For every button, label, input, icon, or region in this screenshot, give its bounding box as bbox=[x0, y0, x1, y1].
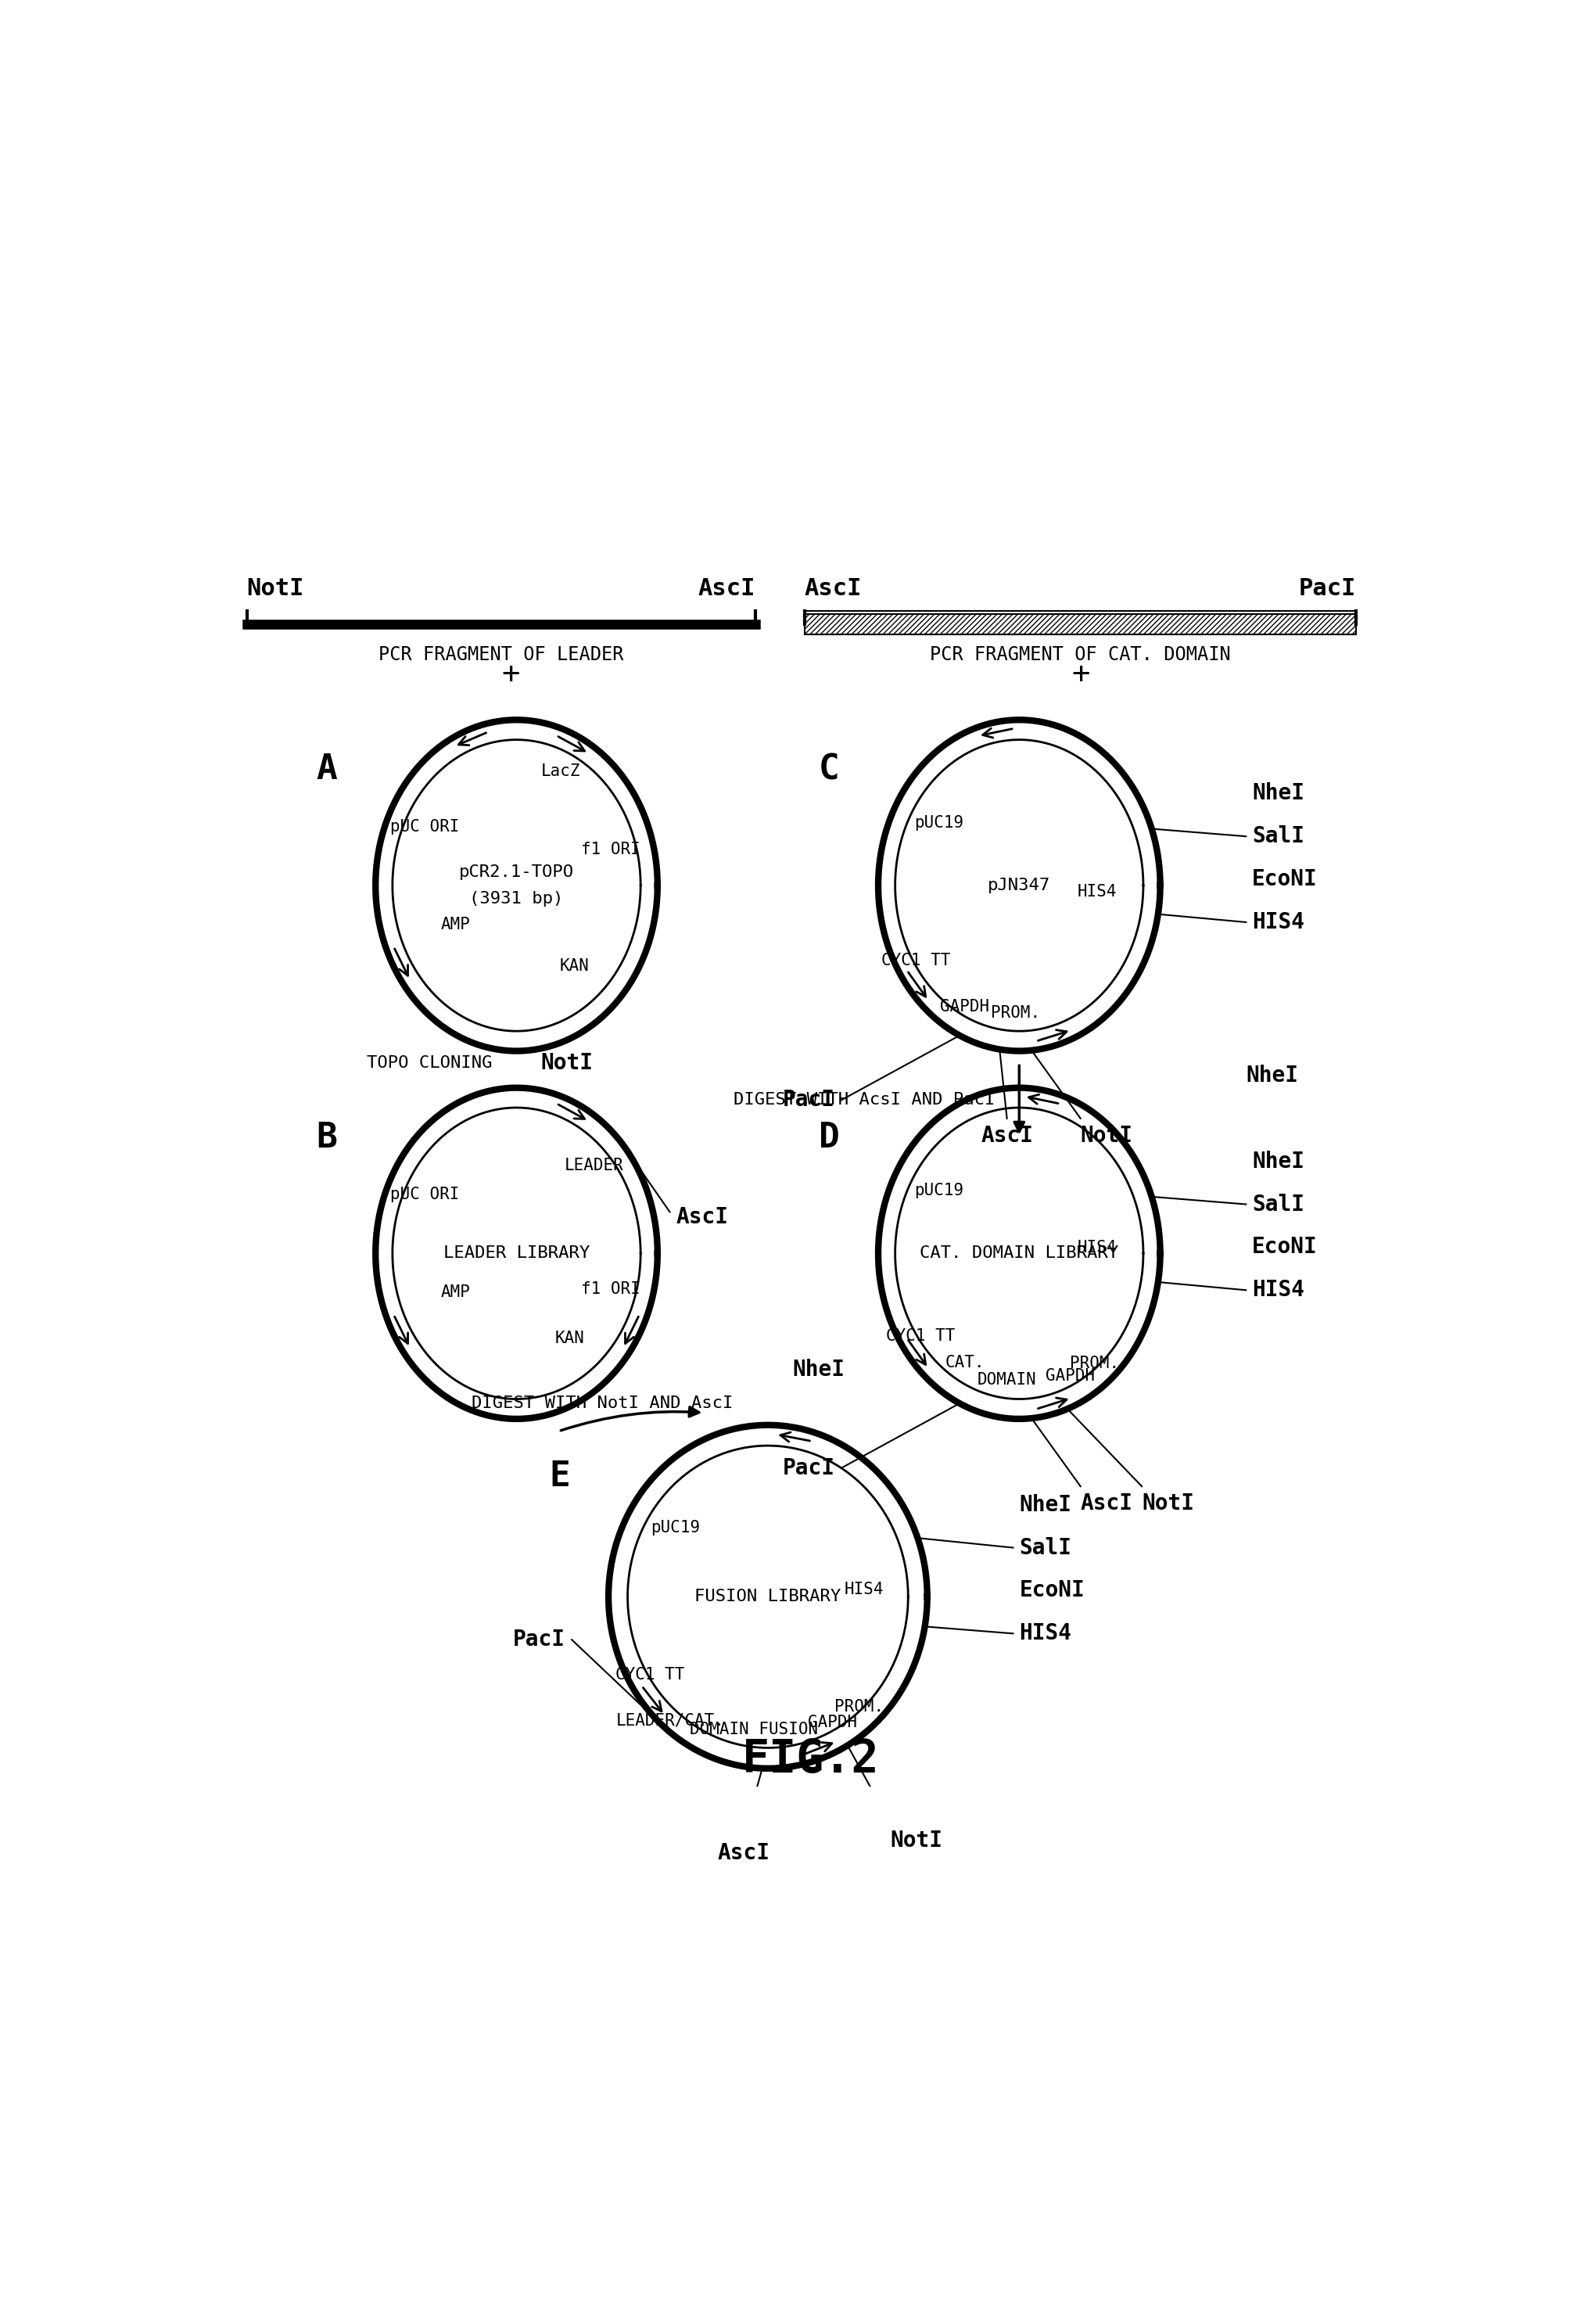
Text: PCR FRAGMENT OF LEADER: PCR FRAGMENT OF LEADER bbox=[378, 646, 623, 665]
Text: AscI: AscI bbox=[717, 1843, 769, 1864]
Text: EcoNI: EcoNI bbox=[1253, 1236, 1318, 1257]
Text: HIS4: HIS4 bbox=[1253, 911, 1305, 934]
Text: LacZ: LacZ bbox=[541, 765, 581, 779]
Text: NotI: NotI bbox=[1142, 1492, 1194, 1515]
Text: CAT. DOMAIN LIBRARY: CAT. DOMAIN LIBRARY bbox=[919, 1246, 1118, 1262]
Text: AscI: AscI bbox=[676, 1206, 728, 1227]
Text: +: + bbox=[501, 660, 519, 690]
Text: LEADER LIBRARY: LEADER LIBRARY bbox=[443, 1246, 590, 1262]
Text: FIG.2: FIG.2 bbox=[742, 1738, 880, 1783]
Text: LEADER/CAT.: LEADER/CAT. bbox=[615, 1713, 725, 1729]
Text: HIS4: HIS4 bbox=[1077, 883, 1117, 899]
Text: NotI: NotI bbox=[247, 576, 304, 600]
Text: AscI: AscI bbox=[805, 576, 862, 600]
Text: CAT.: CAT. bbox=[944, 1355, 984, 1371]
Text: NheI: NheI bbox=[1019, 1494, 1071, 1515]
Text: DIGEST WITH AcsI AND PacI: DIGEST WITH AcsI AND PacI bbox=[732, 1092, 995, 1109]
Text: pUC19: pUC19 bbox=[650, 1520, 701, 1536]
Text: (3931 bp): (3931 bp) bbox=[470, 890, 563, 906]
Text: NotI: NotI bbox=[541, 1053, 593, 1074]
Text: pUC ORI: pUC ORI bbox=[389, 818, 459, 834]
Text: GAPDH: GAPDH bbox=[1046, 1369, 1095, 1385]
Text: f1 ORI: f1 ORI bbox=[581, 1281, 641, 1297]
Text: EcoNI: EcoNI bbox=[1253, 869, 1318, 890]
Text: KAN: KAN bbox=[560, 957, 590, 974]
Text: NheI: NheI bbox=[1247, 1064, 1299, 1085]
Text: DIGEST WITH NotI AND AscI: DIGEST WITH NotI AND AscI bbox=[471, 1397, 732, 1411]
Text: pCR2.1-TOPO: pCR2.1-TOPO bbox=[459, 865, 574, 881]
Text: GAPDH: GAPDH bbox=[808, 1715, 857, 1729]
Text: DOMAIN: DOMAIN bbox=[978, 1371, 1036, 1387]
Text: PacI: PacI bbox=[513, 1629, 566, 1650]
Text: HIS4: HIS4 bbox=[1019, 1622, 1071, 1645]
Bar bbox=[805, 614, 1356, 634]
Text: SalI: SalI bbox=[1253, 1192, 1305, 1215]
Text: HIS4: HIS4 bbox=[845, 1583, 884, 1597]
Text: NheI: NheI bbox=[1253, 783, 1305, 804]
Text: C: C bbox=[819, 753, 840, 786]
Text: NheI: NheI bbox=[793, 1360, 845, 1380]
Text: PacI: PacI bbox=[1299, 576, 1356, 600]
Text: HIS4: HIS4 bbox=[1077, 1239, 1117, 1255]
Text: SalI: SalI bbox=[1253, 825, 1305, 848]
Text: FUSION LIBRARY: FUSION LIBRARY bbox=[694, 1590, 842, 1604]
Text: HIS4: HIS4 bbox=[1253, 1278, 1305, 1301]
Text: PacI: PacI bbox=[783, 1090, 835, 1111]
Text: DOMAIN FUSION: DOMAIN FUSION bbox=[690, 1722, 818, 1736]
Text: EcoNI: EcoNI bbox=[1019, 1580, 1085, 1601]
Text: A: A bbox=[316, 753, 337, 786]
Text: CYC1 TT: CYC1 TT bbox=[615, 1666, 685, 1683]
Text: GAPDH: GAPDH bbox=[940, 999, 990, 1016]
Text: KAN: KAN bbox=[555, 1332, 584, 1346]
Text: CYC1 TT: CYC1 TT bbox=[881, 953, 951, 969]
Text: PROM.: PROM. bbox=[990, 1004, 1041, 1020]
Text: TOPO CLONING: TOPO CLONING bbox=[367, 1055, 492, 1071]
Text: pJN347: pJN347 bbox=[987, 878, 1050, 892]
Text: AMP: AMP bbox=[441, 916, 470, 932]
Text: pUC19: pUC19 bbox=[914, 1183, 963, 1199]
Text: f1 ORI: f1 ORI bbox=[581, 841, 641, 858]
Text: pUC ORI: pUC ORI bbox=[389, 1188, 459, 1202]
Text: PCR FRAGMENT OF CAT. DOMAIN: PCR FRAGMENT OF CAT. DOMAIN bbox=[930, 646, 1231, 665]
Text: B: B bbox=[316, 1120, 337, 1155]
Text: LEADER: LEADER bbox=[565, 1157, 623, 1174]
Text: AscI: AscI bbox=[981, 1125, 1033, 1146]
Text: AscI: AscI bbox=[1081, 1492, 1133, 1515]
Text: NotI: NotI bbox=[891, 1829, 943, 1852]
Text: PacI: PacI bbox=[783, 1457, 835, 1478]
Text: AMP: AMP bbox=[441, 1285, 470, 1299]
Text: PROM.: PROM. bbox=[1069, 1355, 1118, 1371]
Text: pUC19: pUC19 bbox=[914, 816, 963, 830]
Text: CYC1 TT: CYC1 TT bbox=[886, 1329, 956, 1343]
Text: NotI: NotI bbox=[1081, 1125, 1133, 1146]
Text: D: D bbox=[819, 1120, 840, 1155]
Text: PROM.: PROM. bbox=[834, 1699, 884, 1715]
Text: AscI: AscI bbox=[698, 576, 756, 600]
Text: SalI: SalI bbox=[1019, 1536, 1071, 1559]
Text: NheI: NheI bbox=[1253, 1150, 1305, 1171]
Text: E: E bbox=[549, 1459, 570, 1494]
Text: +: + bbox=[1071, 660, 1090, 690]
